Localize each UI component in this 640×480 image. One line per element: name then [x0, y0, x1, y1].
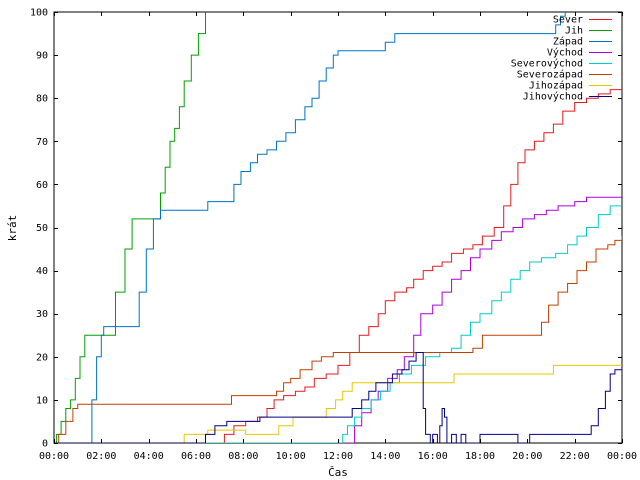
- y-tick-label: 70: [36, 137, 48, 148]
- x-tick-label: 16:00: [418, 451, 448, 462]
- y-tick-label: 60: [36, 180, 48, 191]
- y-tick-label: 30: [36, 309, 48, 320]
- series-line-2: [54, 12, 206, 443]
- series-line-3: [54, 12, 566, 443]
- x-tick-label: 18:00: [465, 451, 495, 462]
- series-layer: [54, 12, 622, 443]
- x-tick-label: 12:00: [323, 451, 353, 462]
- x-tick-label: 14:00: [370, 451, 400, 462]
- x-axis-label: Čas: [328, 466, 348, 479]
- y-tick-label: 90: [36, 51, 48, 62]
- y-tick-label: 10: [36, 395, 48, 406]
- x-tick-label: 20:00: [512, 451, 542, 462]
- legend-label: Jihozápad: [529, 80, 583, 92]
- y-tick-label: 40: [36, 266, 48, 277]
- series-line-6: [54, 236, 622, 443]
- series-line-4: [54, 196, 622, 443]
- x-tick-label: 10:00: [276, 451, 306, 462]
- x-tick-label: 00:00: [39, 451, 69, 462]
- x-tick-label: 06:00: [181, 451, 211, 462]
- legend-label: Severovýchod: [511, 58, 583, 70]
- y-tick-label: 0: [42, 439, 48, 450]
- series-line-1: [54, 89, 622, 443]
- y-tick-label: 80: [36, 94, 48, 105]
- legend-label: Jihovýchod: [523, 91, 583, 103]
- x-tick-label: 02:00: [86, 451, 116, 462]
- legend-label: Západ: [553, 36, 583, 48]
- y-axis-ticks: 0 10 20 30 40 50 60 70 80 90 100: [30, 8, 622, 450]
- legend-label: Sever: [553, 15, 583, 26]
- legend-label: Jih: [565, 26, 583, 37]
- y-axis-label: krát: [6, 215, 19, 242]
- y-tick-label: 100: [30, 8, 48, 19]
- legend-label: Východ: [547, 47, 583, 59]
- x-tick-label: 00:00: [607, 451, 637, 462]
- legend-label: Severozápad: [517, 69, 583, 81]
- y-tick-label: 50: [36, 223, 48, 234]
- x-tick-label: 22:00: [560, 451, 590, 462]
- x-axis-ticks: 00:00 02:00 04:00 06:00 08:00 10:00 12:00 14:00…: [39, 12, 637, 462]
- x-tick-label: 08:00: [228, 451, 258, 462]
- series-line-8: [54, 352, 622, 443]
- series-line-5: [54, 205, 622, 443]
- legend: SeverJihZápadVýchodSeverovýchodSeverozáp…: [511, 15, 612, 103]
- x-tick-label: 04:00: [134, 451, 164, 462]
- y-tick-label: 20: [36, 352, 48, 363]
